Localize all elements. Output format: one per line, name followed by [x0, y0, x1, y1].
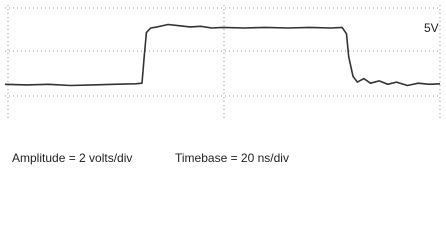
graticule: [5, 5, 441, 120]
amplitude-caption: Amplitude = 2 volts/div: [12, 151, 132, 165]
page: 5V Amplitude = 2 volts/div Timebase = 20…: [4, 5, 441, 165]
level-annotation: 5V: [424, 21, 439, 35]
waveform: [4, 23, 441, 87]
timebase-caption: Timebase = 20 ns/div: [175, 151, 289, 165]
chart: 5V Amplitude = 2 volts/div Timebase = 20…: [4, 5, 441, 165]
